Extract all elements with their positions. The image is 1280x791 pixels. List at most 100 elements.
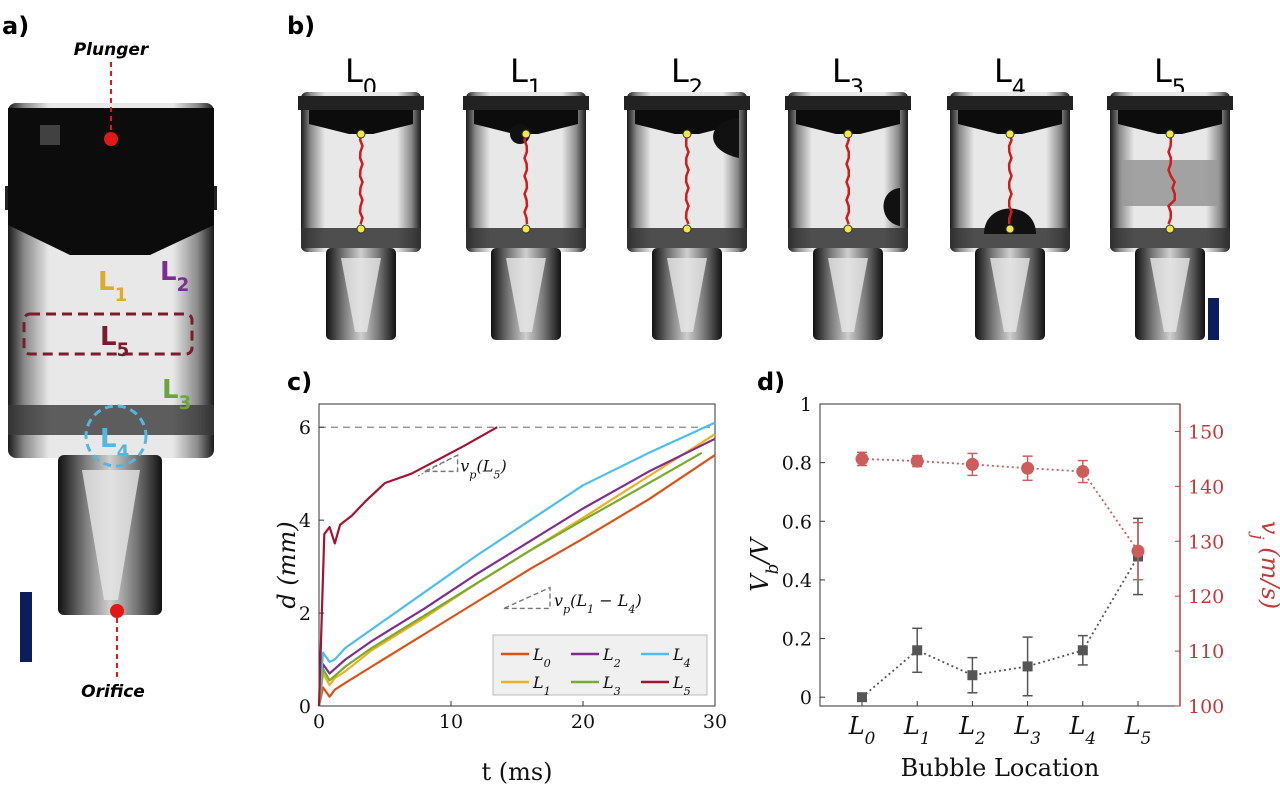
frame-L4: L4 (947, 52, 1073, 340)
series-line-left (861, 556, 1139, 698)
bubble (713, 118, 739, 158)
category-label-L0: L0 (848, 712, 876, 748)
category-label-L2: L2 (958, 712, 986, 748)
legend-label-L4: L4 (672, 645, 691, 670)
legend-label-L5: L5 (672, 673, 691, 698)
plunger-dot (104, 132, 118, 146)
frame-plunger (635, 110, 739, 134)
right-tick-label: 110 (1188, 641, 1224, 663)
trajectory-trace (845, 133, 851, 225)
right-tick-label: 130 (1188, 531, 1224, 553)
slope-triangle-l5 (424, 453, 459, 473)
y-tick-label: 0 (299, 696, 311, 718)
nozzle-channel (82, 470, 140, 600)
data-point-left (857, 692, 867, 703)
series-line-L0 (317, 454, 716, 707)
frame-floor (301, 228, 421, 248)
slope-triangle-l1-l4 (503, 586, 551, 610)
frame-channel (667, 258, 707, 332)
left-tick-label: 0.6 (782, 511, 812, 533)
frame-L5: L5 (1107, 52, 1233, 340)
legend-label-L1: L1 (532, 673, 551, 698)
panel-b-letter: b) (287, 12, 315, 40)
legend: L0 L2 L4 L1 L3 L5 (492, 634, 708, 698)
orifice-dot (110, 604, 124, 618)
frame-rim (947, 96, 1073, 110)
y-tick-label: 4 (299, 510, 311, 532)
right-tick-label: 150 (1188, 421, 1224, 443)
data-point-right (855, 452, 869, 466)
right-axis-label: vj (m/s) (1248, 521, 1280, 609)
y-tick-label: 2 (299, 603, 311, 625)
trace-start-dot (521, 129, 531, 139)
frame-rim (785, 96, 911, 110)
image-sequence: L0 L1 L2 L3 L4 L5 (298, 52, 1233, 340)
frame-L1: L1 (463, 52, 589, 340)
trajectory-trace (523, 133, 529, 225)
plot-frame-d (819, 403, 1181, 707)
left-tick-label: 1 (800, 394, 812, 416)
bubble-label-L4: L4 (100, 424, 129, 463)
data-point-right (910, 454, 924, 468)
series-line-L2 (317, 437, 716, 707)
frame-plunger (796, 110, 900, 134)
x-axis-label: Bubble Location (901, 754, 1100, 782)
frame-rim (463, 96, 589, 110)
frame-floor (466, 228, 586, 248)
frame-channel (506, 258, 546, 332)
panel-c: c) 0 10 20 30 0 2 4 6 vp(L5) vp(L1 − L4) t (ms) d (… (273, 368, 727, 786)
slope-line-l5 (417, 454, 458, 477)
frame-L2: L2 (624, 52, 750, 340)
data-point-left (1022, 661, 1033, 672)
left-tick-label: 0.2 (782, 629, 812, 651)
frame-L3: L3 (785, 52, 911, 340)
bubble-location-labels: L1 L2 L5 L3 L4 (98, 257, 191, 463)
frame-plunger (309, 110, 413, 134)
panel-b: b) L0 L1 L2 L3 L4 L5 (287, 12, 1233, 340)
trace-start-dot (1005, 129, 1015, 139)
bubble-volume-chart: 0 0.2 0.4 0.6 0.8 1 100 110 120 130 140 150 L0 L1 L2 L3… (746, 394, 1280, 782)
frame-plunger (958, 110, 1062, 134)
plunger-highlight (40, 125, 60, 145)
legend-label-L2: L2 (602, 645, 621, 670)
category-label-L4: L4 (1068, 712, 1096, 748)
plunger-shape (8, 108, 214, 255)
x-tick-label: 0 (313, 711, 325, 733)
trace-end-dot (521, 224, 531, 234)
legend-box (492, 634, 708, 696)
frame-floor (950, 228, 1070, 248)
trace-start-dot (1165, 129, 1175, 139)
trace-end-dot (1165, 224, 1175, 234)
scale-bar-b (1208, 298, 1219, 340)
panel-d: d) 0 0.2 0.4 0.6 0.8 1 100 110 120 130 140 150 L0 L1 L… (746, 368, 1280, 782)
injector-floor (8, 405, 214, 435)
x-tick-label: 10 (439, 711, 463, 733)
right-tick-label: 120 (1188, 586, 1224, 608)
frame-floor (1110, 228, 1230, 248)
frame-rim (624, 96, 750, 110)
right-tick-label: 140 (1188, 476, 1224, 498)
frame-channel (1150, 258, 1190, 332)
frame-rim (1107, 96, 1233, 110)
data-point-right (1076, 465, 1090, 479)
frame-floor (627, 228, 747, 248)
bubble-label-L5: L5 (100, 322, 129, 361)
series-line-L1 (317, 433, 716, 707)
l4-region-circle (84, 404, 148, 468)
series-line-L5 (317, 426, 498, 707)
x-tick-label: 30 (703, 711, 727, 733)
frame-L0: L0 (298, 52, 424, 340)
displacement-chart: 0 10 20 30 0 2 4 6 vp(L5) vp(L1 − L4) t (ms) d (mm)… (273, 403, 727, 786)
bubble-label-L3: L3 (162, 375, 191, 414)
slope-annotation-l1-l4: vp(L1 − L4) (554, 591, 642, 616)
data-point-left (912, 645, 923, 656)
trajectory-trace (684, 133, 690, 225)
bubble (883, 188, 900, 226)
trajectory-trace (358, 133, 364, 225)
scale-bar (20, 592, 32, 662)
plunger-label: Plunger (74, 40, 150, 60)
y-axis-label: d (mm) (273, 521, 301, 608)
panel-a-letter: a) (2, 12, 29, 40)
x-axis-label: t (ms) (481, 758, 552, 786)
frame-rim (298, 96, 424, 110)
